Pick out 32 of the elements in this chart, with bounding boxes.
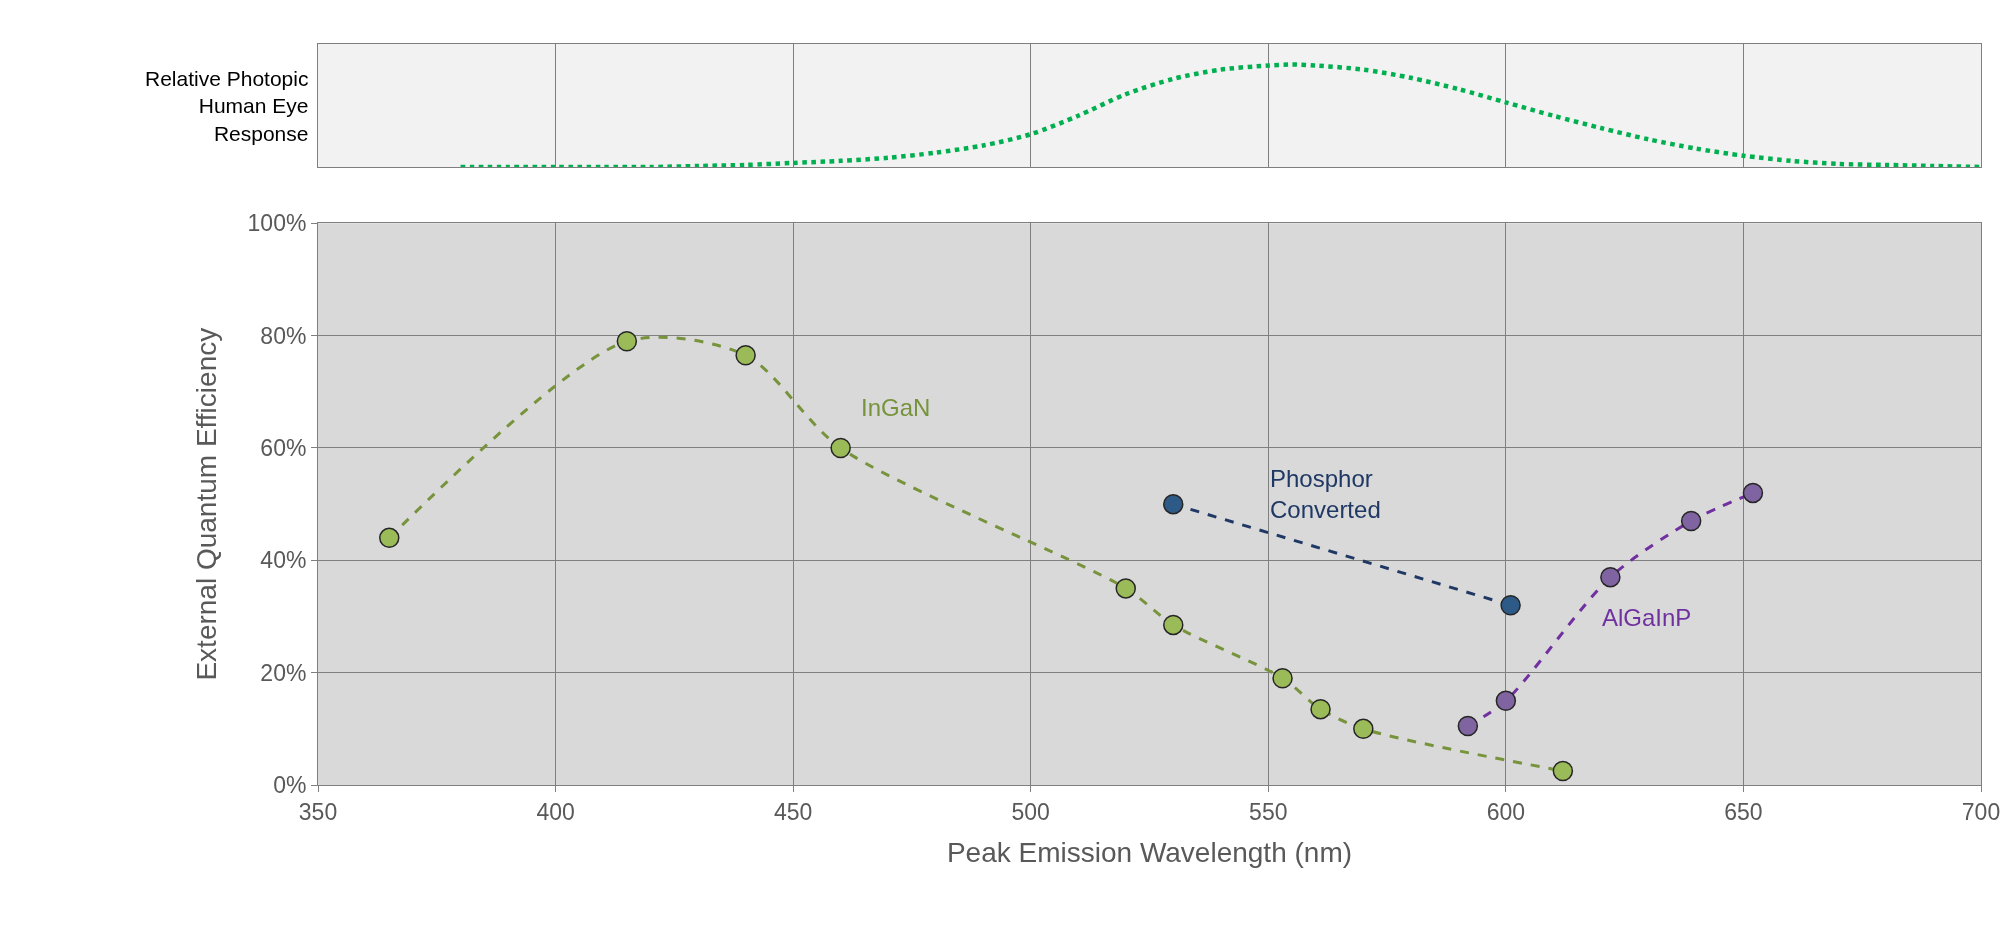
y-tick-label: 0%	[273, 772, 307, 799]
y-tick-label: 60%	[260, 435, 307, 462]
x-tick-label: 550	[1249, 798, 1288, 825]
point	[735, 345, 756, 366]
point	[1163, 493, 1184, 515]
x-tick-label: 450	[773, 798, 813, 825]
series-label: Phosphor Converted	[1270, 465, 1381, 524]
y-tick-label: 40%	[260, 547, 307, 574]
point	[379, 527, 400, 549]
y-axis-title: Relative Photopic Human Eye Response	[145, 67, 309, 145]
x-tick-label: 700	[1961, 798, 2001, 825]
point	[1500, 595, 1521, 616]
point	[1163, 614, 1184, 636]
point	[830, 437, 851, 459]
x-tick-label: 650	[1724, 798, 1763, 825]
point	[1353, 718, 1374, 740]
point	[1310, 698, 1331, 720]
y-tick-label: 80%	[260, 322, 307, 349]
series-label: InGaN	[861, 394, 931, 421]
x-tick-label: 400	[536, 798, 575, 825]
point	[1272, 668, 1293, 689]
point	[616, 331, 638, 352]
x-tick-label: 500	[1011, 798, 1050, 825]
point	[1115, 578, 1136, 599]
x-tick-label: 350	[298, 798, 338, 825]
y-axis-title: External Quantum Efficiency	[191, 327, 223, 681]
x-tick-label: 600	[1486, 798, 1526, 825]
point	[1552, 760, 1574, 782]
x-axis-title: Peak Emission Wavelength (nm)	[946, 836, 1353, 868]
y-tick-label: 20%	[260, 659, 307, 686]
y-tick-label: 100%	[247, 210, 307, 237]
series-label: AlGaInP	[1602, 604, 1692, 631]
